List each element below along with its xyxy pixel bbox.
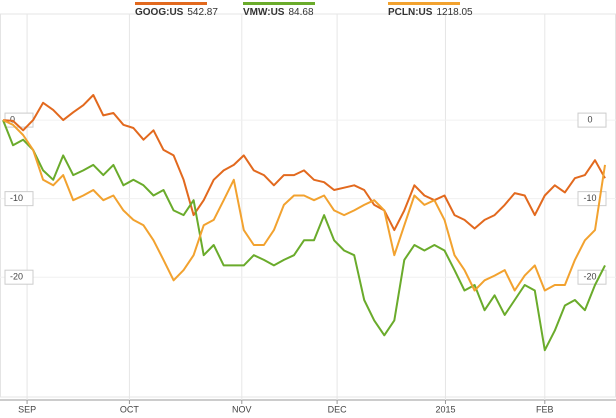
series-line xyxy=(2,94,606,232)
y-tick-label: 0 xyxy=(10,114,15,124)
y-tick-label: -10 xyxy=(10,193,23,203)
x-tick-label: SEP xyxy=(18,404,36,414)
y-tick-label: -20 xyxy=(10,272,23,282)
y-tick-box xyxy=(4,269,34,285)
legend-swatch xyxy=(243,2,315,5)
legend-name: PCLN:US xyxy=(388,7,433,18)
x-tick-label: DEC xyxy=(328,404,348,414)
legend-label: PCLN:US 1218.05 xyxy=(388,7,473,18)
y-tick-label: -10 xyxy=(583,193,596,203)
legend-value: 542.87 xyxy=(187,7,218,18)
x-tick-label: FEB xyxy=(536,404,554,414)
y-tick-box xyxy=(4,191,34,207)
x-tick-label: NOV xyxy=(232,404,252,414)
legend-name: GOOG:US xyxy=(135,7,184,18)
legend-swatch xyxy=(388,2,460,5)
x-tick-label: 2015 xyxy=(435,404,455,414)
y-tick-box xyxy=(577,269,607,285)
legend-label: GOOG:US 542.87 xyxy=(135,7,218,18)
series-line xyxy=(2,119,606,352)
legend-item: PCLN:US 1218.05 xyxy=(388,2,473,18)
y-tick-label: -20 xyxy=(583,272,596,282)
legend-label: VMW:US 84.68 xyxy=(243,7,314,18)
plot-frame xyxy=(0,13,616,398)
legend-name: VMW:US xyxy=(243,7,285,18)
legend-item: VMW:US 84.68 xyxy=(243,2,315,18)
y-tick-label: 0 xyxy=(587,114,592,124)
y-tick-box xyxy=(577,112,607,128)
x-tick-label: OCT xyxy=(120,404,140,414)
legend-item: GOOG:US 542.87 xyxy=(135,2,218,18)
legend-swatch xyxy=(135,2,207,5)
legend-value: 1218.05 xyxy=(436,7,473,18)
series-line xyxy=(2,119,606,292)
legend-value: 84.68 xyxy=(288,7,313,18)
